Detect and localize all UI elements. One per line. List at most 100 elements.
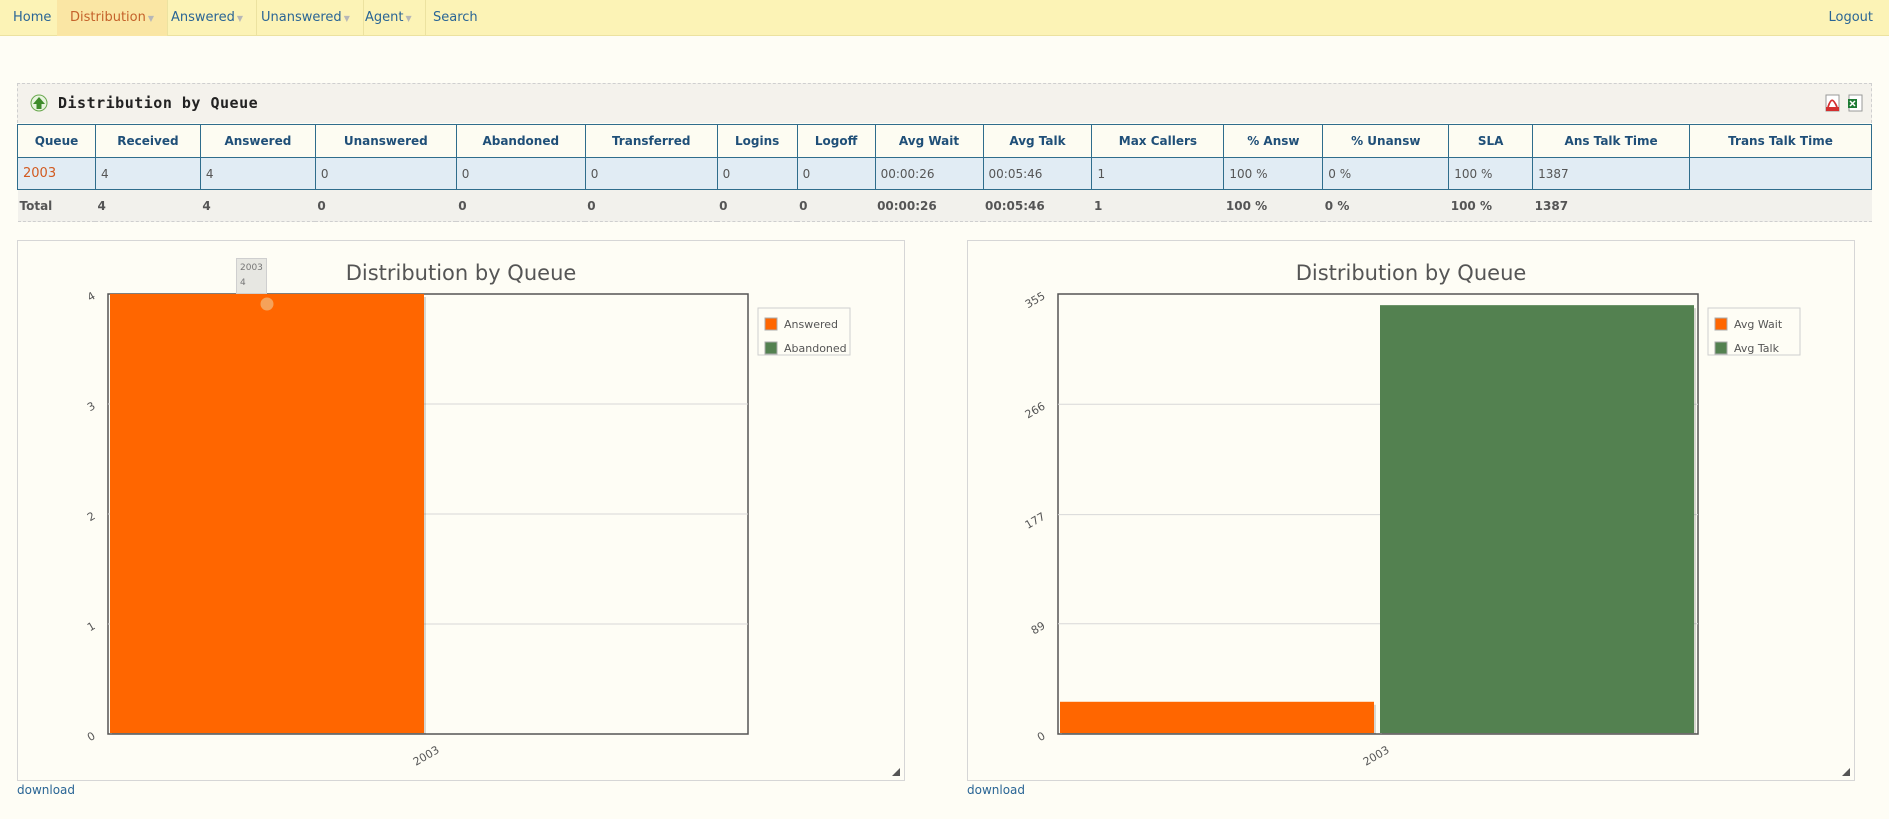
chevron-down-icon: ▼	[236, 14, 244, 23]
download-link-chart-1[interactable]: download	[17, 783, 76, 797]
x-tick-label: 2003	[411, 743, 442, 768]
y-tick-label: 355	[1023, 289, 1048, 311]
legend-swatch	[1714, 341, 1728, 355]
nav-answered-label: Answered	[171, 10, 235, 25]
y-tick-label: 89	[1029, 619, 1048, 637]
chevron-down-icon: ▼	[405, 14, 412, 23]
report-title: Distribution by Queue	[58, 94, 259, 112]
total-abandoned: 0	[456, 189, 586, 222]
table-cell-ans-talk-time: 1387	[1532, 157, 1691, 190]
col-header-logins[interactable]: Logins	[716, 124, 798, 158]
table-cell-pct-answ: 100 %	[1223, 157, 1324, 190]
col-header-avg-talk[interactable]: Avg Talk	[982, 124, 1093, 158]
nav-search[interactable]: Search	[420, 0, 491, 36]
total-logins: 0	[717, 189, 798, 222]
bar-chart-answered-abandoned[interactable]: 0 1 2 3 4 2003 Answered Abandoned	[18, 241, 904, 780]
col-header-pct-answ[interactable]: % Answ	[1223, 124, 1324, 158]
bar-avg-wait[interactable]	[1060, 701, 1374, 733]
total-sla: 100 %	[1448, 189, 1533, 222]
nav-unanswered[interactable]: Unanswered ▼	[248, 0, 364, 36]
tooltip-category: 2003	[240, 263, 263, 273]
col-header-transferred[interactable]: Transferred	[584, 124, 718, 158]
table-cell-max-callers: 1	[1091, 157, 1225, 190]
nav-agent-label: Agent	[365, 10, 404, 25]
queue-link[interactable]: 2003	[17, 157, 96, 190]
col-header-max-callers[interactable]: Max Callers	[1091, 124, 1225, 158]
chart-panel-wait-talk: Distribution by Queue 0 89 177 266 355 2003 Av…	[967, 240, 1855, 781]
table-cell-abandoned: 0	[455, 157, 586, 190]
download-link-chart-2[interactable]: download	[967, 783, 1026, 797]
y-tick-label: 2	[85, 509, 98, 524]
total-unanswered: 0	[315, 189, 457, 222]
col-header-avg-wait[interactable]: Avg Wait	[874, 124, 984, 158]
nav-answered[interactable]: Answered ▼	[158, 0, 258, 36]
nav-search-label: Search	[433, 10, 478, 25]
table-cell-logins: 0	[716, 157, 798, 190]
table-cell-sla: 100 %	[1448, 157, 1534, 190]
col-header-unanswered[interactable]: Unanswered	[314, 124, 457, 158]
total-logoff: 0	[797, 189, 876, 222]
total-received: 4	[95, 189, 201, 222]
bar-answered[interactable]	[110, 294, 424, 733]
nav-unanswered-label: Unanswered	[261, 10, 342, 25]
pdf-export-icon[interactable]	[1825, 94, 1841, 112]
y-tick-label: 1	[85, 619, 98, 634]
table-cell-avg-wait: 00:00:26	[874, 157, 984, 190]
col-header-sla[interactable]: SLA	[1448, 124, 1534, 158]
nav-agent[interactable]: Agent ▼	[352, 0, 426, 36]
col-header-pct-unansw[interactable]: % Unansw	[1322, 124, 1450, 158]
legend-swatch	[1714, 317, 1728, 331]
x-tick-label: 2003	[1361, 743, 1392, 768]
chart-panel-answered-abandoned: Distribution by Queue 0 1 2 3 4 2003 Answered A…	[17, 240, 905, 781]
col-header-ans-talk-time[interactable]: Ans Talk Time	[1532, 124, 1691, 158]
nav-home-label: Home	[13, 10, 52, 25]
nav-distribution[interactable]: Distribution ▼	[57, 0, 168, 36]
col-header-abandoned[interactable]: Abandoned	[455, 124, 586, 158]
excel-export-icon[interactable]	[1847, 94, 1863, 112]
chart-tooltip: 2003 4	[236, 258, 267, 294]
chart-title: Distribution by Queue	[1295, 261, 1527, 285]
y-tick-label: 0	[85, 729, 98, 744]
table-cell-answered: 4	[199, 157, 316, 190]
resize-grip-icon[interactable]	[892, 768, 900, 776]
table-cell-unanswered: 0	[314, 157, 457, 190]
nav-home[interactable]: Home	[0, 0, 66, 36]
table-cell-avg-talk: 00:05:46	[982, 157, 1093, 190]
y-tick-label: 0	[1035, 729, 1048, 744]
table-cell-pct-unansw: 0 %	[1322, 157, 1450, 190]
total-label: Total	[17, 189, 96, 222]
chart-legend	[1707, 307, 1801, 356]
bar-avg-talk[interactable]	[1380, 305, 1694, 733]
total-avg-talk: 00:05:46	[983, 189, 1092, 222]
chevron-down-icon: ▼	[147, 14, 154, 23]
col-header-received[interactable]: Received	[94, 124, 201, 158]
total-transferred: 0	[585, 189, 718, 222]
total-pct-unansw: 0 %	[1322, 189, 1449, 222]
table-cell-logoff: 0	[796, 157, 876, 190]
chart-title: Distribution by Queue	[345, 261, 577, 285]
up-arrow-icon[interactable]	[30, 94, 48, 112]
report-header: Distribution by Queue	[17, 83, 1872, 123]
hover-marker	[259, 296, 275, 312]
total-avg-wait: 00:00:26	[875, 189, 984, 222]
total-ans-talk-time: 1387	[1532, 189, 1690, 222]
total-trans-talk-time	[1689, 189, 1872, 222]
legend-label: Avg Wait	[1734, 318, 1783, 331]
legend-swatch	[764, 317, 778, 331]
total-max-callers: 1	[1091, 189, 1224, 222]
bar-chart-wait-talk[interactable]: 0 89 177 266 355 2003 Avg Wait Avg Talk	[968, 241, 1854, 780]
col-header-answered[interactable]: Answered	[199, 124, 316, 158]
y-tick-label: 266	[1023, 400, 1048, 422]
chevron-down-icon: ▼	[343, 14, 350, 23]
table-header-row: Queue Received Answered Unanswered Aband…	[17, 124, 1872, 158]
col-header-logoff[interactable]: Logoff	[796, 124, 876, 158]
y-tick-label: 177	[1023, 510, 1048, 532]
logout-link[interactable]: Logout	[1828, 10, 1873, 25]
total-pct-answ: 100 %	[1223, 189, 1323, 222]
col-header-trans-talk-time[interactable]: Trans Talk Time	[1689, 124, 1872, 158]
resize-grip-icon[interactable]	[1842, 768, 1850, 776]
y-tick-label: 4	[85, 289, 98, 304]
y-tick-label: 3	[85, 399, 98, 414]
col-header-queue[interactable]: Queue	[17, 124, 96, 158]
table-cell-trans-talk-time	[1689, 157, 1872, 190]
